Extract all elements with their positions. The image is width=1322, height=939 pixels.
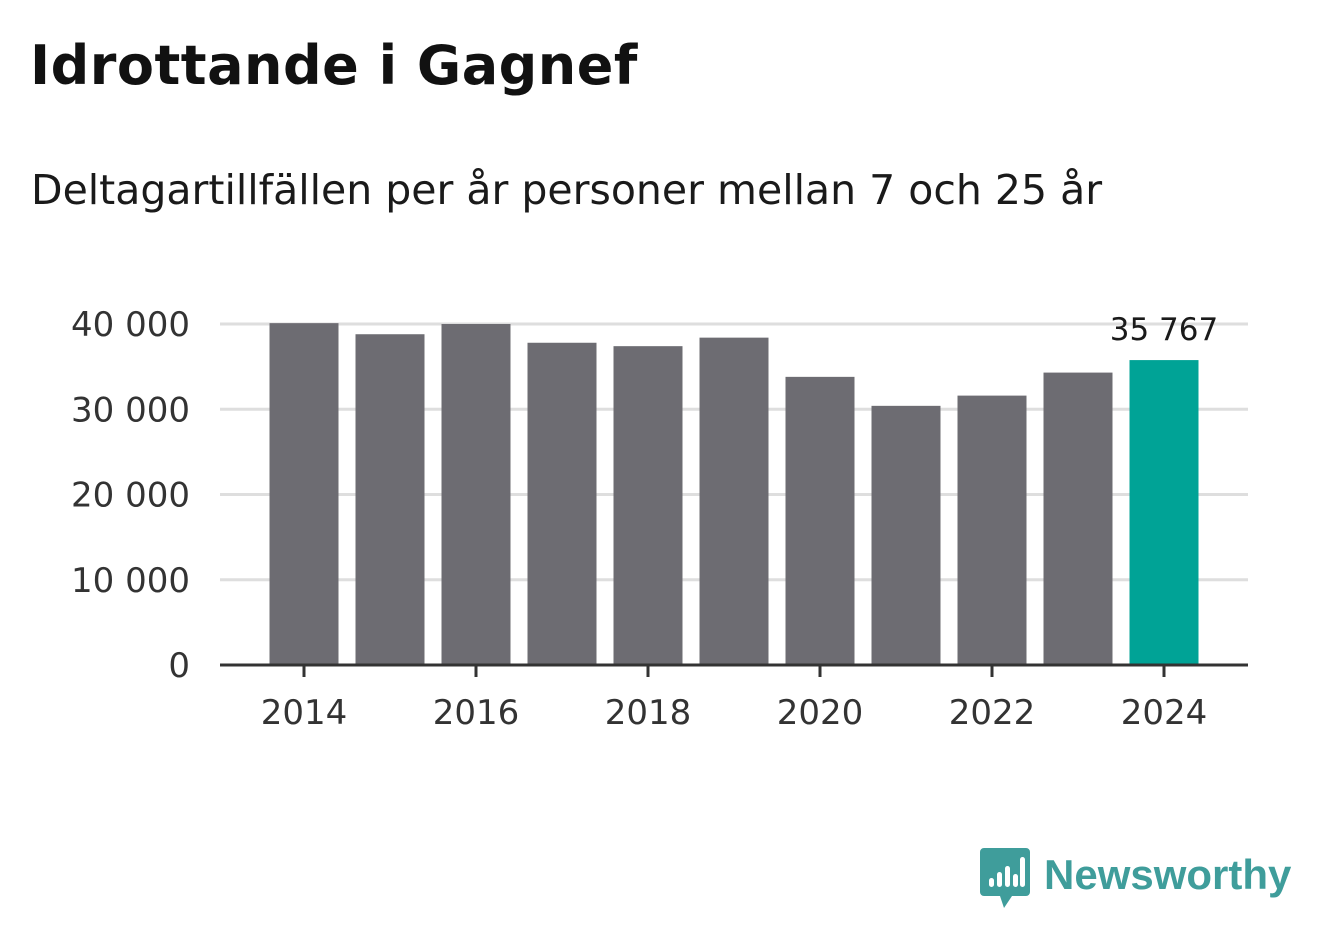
x-tick-label: 2020 [777,693,864,733]
data-label: 35 767 [1110,312,1218,348]
bar-highlight [1129,360,1199,665]
brand-name: Newsworthy [1044,851,1292,898]
bar [1043,372,1113,665]
newsworthy-logo[interactable]: Newsworthy [980,848,1291,910]
x-tick-label: 2016 [433,693,520,733]
bar [785,376,855,665]
bar [871,405,941,665]
newsworthy-logo-icon [980,848,1030,908]
y-tick-label: 0 [168,646,190,686]
x-tick-label: 2014 [261,693,348,733]
y-tick-label: 10 000 [71,561,190,601]
bar [355,334,425,665]
bar [699,337,769,665]
chart-title: Idrottande i Gagnef [30,34,638,97]
bar [957,395,1027,665]
x-tick-label: 2024 [1121,693,1208,733]
y-tick-label: 20 000 [71,476,190,516]
chart-subtitle: Deltagartillfällen per år personer mella… [31,166,1103,214]
x-tick-label: 2022 [949,693,1036,733]
x-tick-label: 2018 [605,693,692,733]
bar [613,346,683,665]
bar [527,342,597,665]
bar [269,323,339,665]
bar [441,324,511,665]
y-tick-label: 40 000 [71,305,190,345]
y-tick-label: 30 000 [71,390,190,430]
